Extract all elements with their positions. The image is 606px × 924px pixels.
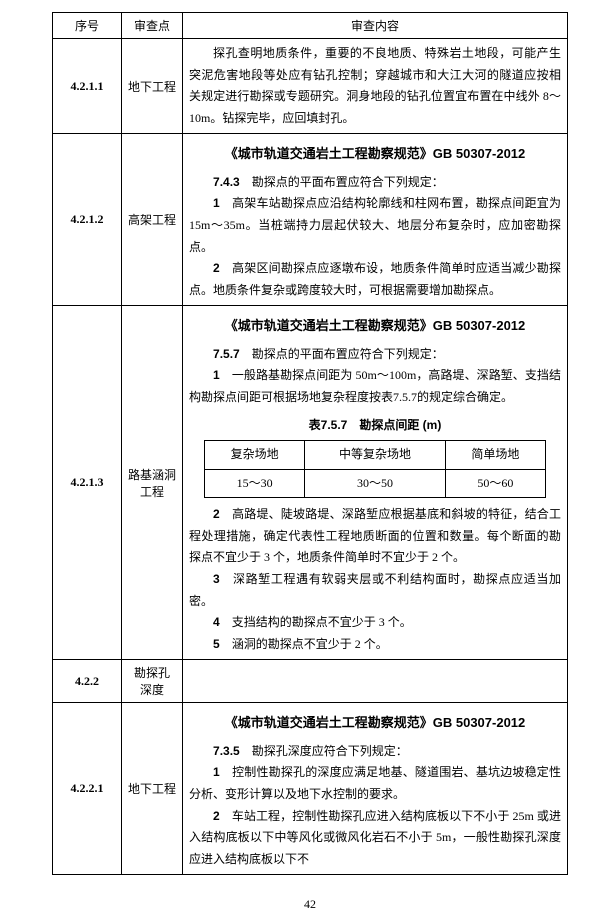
row-content: 《城市轨道交通岩土工程勘察规范》GB 50307-2012 7.4.3 勘探点的… [183, 134, 568, 306]
clause-line: 7.3.5 勘探孔深度应符合下列规定： [189, 741, 561, 763]
item-text: 涵洞的勘探点不宜少于 2 个。 [232, 637, 388, 651]
row-no: 4.2.1.2 [53, 134, 122, 306]
list-item: 1 一般路基勘探点间距为 50m～100m，高路堤、深路堑、支挡结构勘探点间距可… [189, 365, 561, 408]
item-no: 1 [213, 765, 220, 779]
clause-line: 7.4.3 勘探点的平面布置应符合下列规定： [189, 172, 561, 194]
table-header-row: 序号 审查点 审查内容 [53, 13, 568, 39]
page-number: 42 [52, 897, 568, 912]
inner-cell: 50～60 [445, 469, 546, 498]
list-item: 2 高路堤、陡坡路堤、深路堑应根据基底和斜坡的特征，结合工程处理措施，确定代表性… [189, 504, 561, 569]
standard-title: 《城市轨道交通岩土工程勘察规范》GB 50307-2012 [189, 142, 561, 165]
item-text: 控制性勘探孔的深度应满足地基、隧道围岩、基坑边坡稳定性分析、变形计算以及地下水控… [189, 765, 561, 801]
list-item: 1 高架车站勘探点应沿结构轮廓线和柱网布置，勘探点间距宜为 15m～35m。当桩… [189, 193, 561, 258]
inner-cell: 30～50 [305, 469, 445, 498]
inner-cell: 15～30 [204, 469, 305, 498]
item-text: 深路堑工程遇有软弱夹层或不利结构面时，勘探点应适当加密。 [189, 572, 561, 608]
col-header-content: 审查内容 [183, 13, 568, 39]
item-no: 2 [213, 507, 220, 521]
clause-no: 7.4.3 [213, 175, 240, 189]
inner-header: 简单场地 [445, 441, 546, 470]
standard-title: 《城市轨道交通岩土工程勘察规范》GB 50307-2012 [189, 314, 561, 337]
item-text: 高架车站勘探点应沿结构轮廓线和柱网布置，勘探点间距宜为 15m～35m。当桩端持… [189, 196, 561, 253]
row-content: 《城市轨道交通岩土工程勘察规范》GB 50307-2012 7.3.5 勘探孔深… [183, 703, 568, 875]
col-header-no: 序号 [53, 13, 122, 39]
inner-header-row: 复杂场地 中等复杂场地 简单场地 [204, 441, 545, 470]
item-text: 车站工程，控制性勘探孔应进入结构底板以下不小于 25m 或进入结构底板以下中等风… [189, 809, 561, 866]
row-content: 《城市轨道交通岩土工程勘察规范》GB 50307-2012 7.5.7 勘探点的… [183, 306, 568, 660]
row-no: 4.2.2 [53, 660, 122, 703]
list-item: 2 车站工程，控制性勘探孔应进入结构底板以下不小于 25m 或进入结构底板以下中… [189, 806, 561, 871]
table-row: 4.2.1.2 高架工程 《城市轨道交通岩土工程勘察规范》GB 50307-20… [53, 134, 568, 306]
item-text: 高架区间勘探点应逐墩布设，地质条件简单时应适当减少勘探点。地质条件复杂或跨度较大… [189, 261, 561, 297]
spacing-table: 复杂场地 中等复杂场地 简单场地 15～30 30～50 50～60 [204, 440, 546, 498]
item-no: 2 [213, 809, 220, 823]
row-content: 探孔查明地质条件，重要的不良地质、特殊岩土地段，可能产生突泥危害地段等处应有钻孔… [183, 39, 568, 134]
row-point: 高架工程 [122, 134, 183, 306]
inner-table-caption: 表7.5.7 勘探点间距 (m) [189, 415, 561, 437]
list-item: 4 支挡结构的勘探点不宜少于 3 个。 [189, 612, 561, 634]
page: 序号 审查点 审查内容 4.2.1.1 地下工程 探孔查明地质条件，重要的不良地… [0, 0, 606, 924]
item-no: 1 [213, 196, 220, 210]
row-no: 4.2.2.1 [53, 703, 122, 875]
item-no: 1 [213, 368, 220, 382]
clause-no: 7.5.7 [213, 347, 240, 361]
row-point: 地下工程 [122, 39, 183, 134]
clause-no: 7.3.5 [213, 744, 240, 758]
clause-line: 7.5.7 勘探点的平面布置应符合下列规定： [189, 344, 561, 366]
row-content [183, 660, 568, 703]
col-header-point: 审查点 [122, 13, 183, 39]
item-text: 高路堤、陡坡路堤、深路堑应根据基底和斜坡的特征，结合工程处理措施，确定代表性工程… [189, 507, 561, 564]
inner-header: 复杂场地 [204, 441, 305, 470]
list-item: 3 深路堑工程遇有软弱夹层或不利结构面时，勘探点应适当加密。 [189, 569, 561, 612]
text-line: 探孔查明地质条件，重要的不良地质、特殊岩土地段，可能产生突泥危害地段等处应有钻孔… [189, 43, 561, 129]
list-item: 5 涵洞的勘探点不宜少于 2 个。 [189, 634, 561, 656]
item-no: 4 [213, 615, 220, 629]
item-no: 3 [213, 572, 220, 586]
review-table: 序号 审查点 审查内容 4.2.1.1 地下工程 探孔查明地质条件，重要的不良地… [52, 12, 568, 875]
row-no: 4.2.1.1 [53, 39, 122, 134]
item-text: 支挡结构的勘探点不宜少于 3 个。 [232, 615, 412, 629]
item-no: 5 [213, 637, 220, 651]
table-row: 4.2.1.3 路基涵洞工程 《城市轨道交通岩土工程勘察规范》GB 50307-… [53, 306, 568, 660]
standard-title: 《城市轨道交通岩土工程勘察规范》GB 50307-2012 [189, 711, 561, 734]
clause-text: 勘探点的平面布置应符合下列规定： [252, 175, 444, 189]
table-row: 4.2.2 勘探孔深度 [53, 660, 568, 703]
table-row: 4.2.1.1 地下工程 探孔查明地质条件，重要的不良地质、特殊岩土地段，可能产… [53, 39, 568, 134]
list-item: 1 控制性勘探孔的深度应满足地基、隧道围岩、基坑边坡稳定性分析、变形计算以及地下… [189, 762, 561, 805]
inner-data-row: 15～30 30～50 50～60 [204, 469, 545, 498]
list-item: 2 高架区间勘探点应逐墩布设，地质条件简单时应适当减少勘探点。地质条件复杂或跨度… [189, 258, 561, 301]
clause-text: 勘探点的平面布置应符合下列规定： [252, 347, 444, 361]
item-no: 2 [213, 261, 220, 275]
clause-text: 勘探孔深度应符合下列规定： [252, 744, 408, 758]
row-point: 路基涵洞工程 [122, 306, 183, 660]
item-text: 一般路基勘探点间距为 50m～100m，高路堤、深路堑、支挡结构勘探点间距可根据… [189, 368, 561, 404]
table-row: 4.2.2.1 地下工程 《城市轨道交通岩土工程勘察规范》GB 50307-20… [53, 703, 568, 875]
row-point: 地下工程 [122, 703, 183, 875]
inner-header: 中等复杂场地 [305, 441, 445, 470]
row-point: 勘探孔深度 [122, 660, 183, 703]
row-no: 4.2.1.3 [53, 306, 122, 660]
